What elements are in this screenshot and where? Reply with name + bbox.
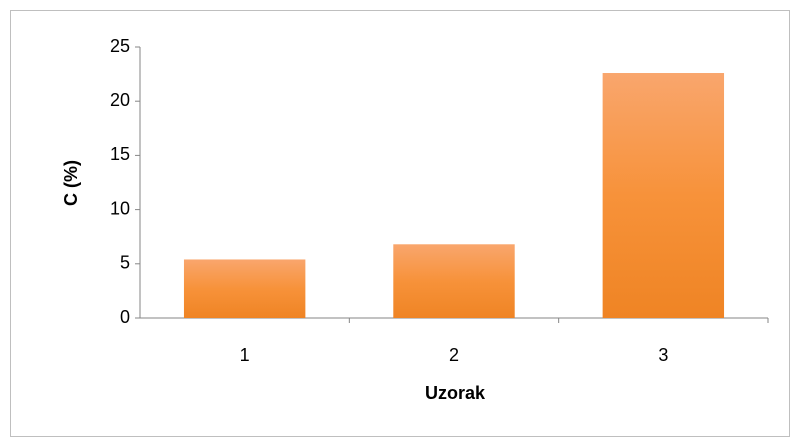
x-axis-title: Uzorak [425, 383, 486, 403]
y-axis-title: C (%) [61, 160, 81, 206]
y-tick-label: 20 [110, 90, 130, 110]
y-tick-label: 5 [120, 253, 130, 273]
x-tick-label: 1 [240, 345, 250, 365]
y-tick-label: 25 [110, 36, 130, 56]
y-tick-label: 0 [120, 307, 130, 327]
y-tick-label: 10 [110, 198, 130, 218]
x-tick-label: 3 [658, 345, 668, 365]
bar [183, 259, 306, 318]
bar [602, 73, 725, 319]
x-tick-label: 2 [449, 345, 459, 365]
bar [393, 244, 515, 318]
y-tick-label: 15 [110, 144, 130, 164]
